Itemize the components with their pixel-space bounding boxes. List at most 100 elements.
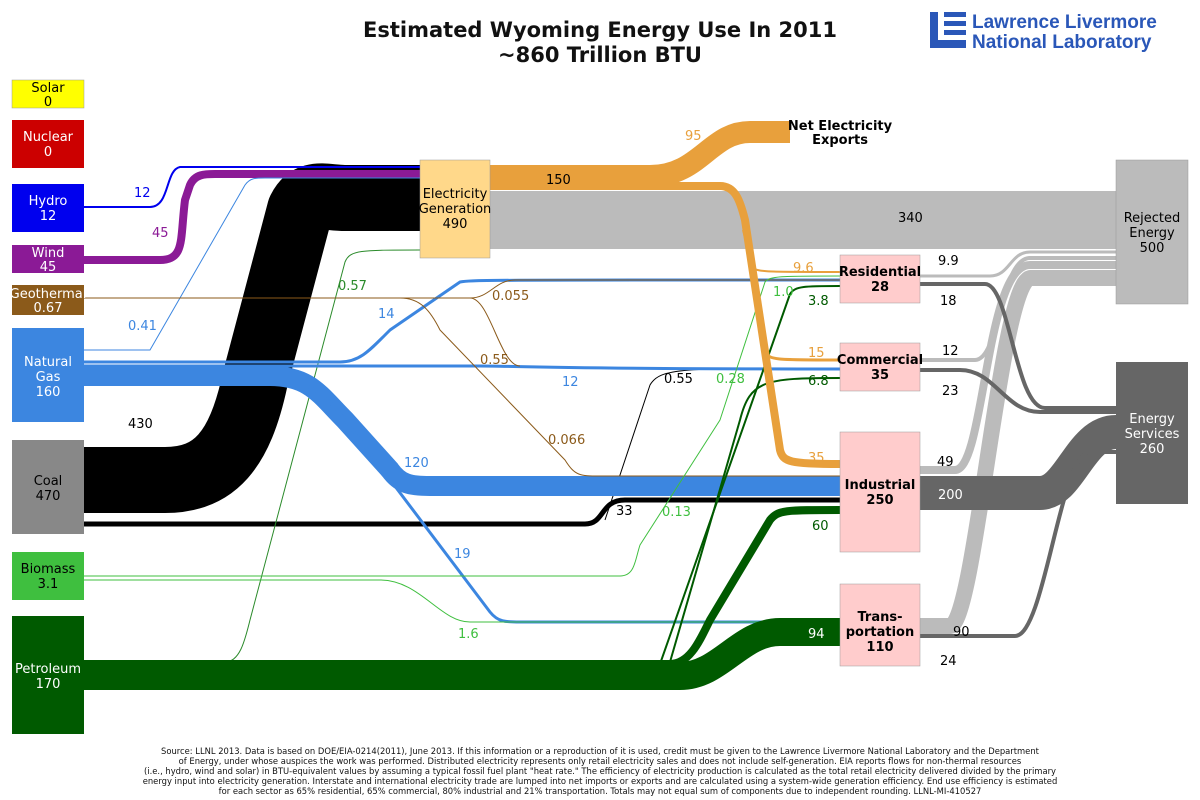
sector-value-residential: 28 <box>871 280 889 295</box>
flow-label-petroleum-electricity: 0.57 <box>338 279 367 294</box>
sector-box-residential[interactable] <box>839 254 921 304</box>
flow-label-geothermal-industrial: 0.066 <box>548 433 585 448</box>
flow-industrial-services <box>920 415 1119 510</box>
flow-electricity-exports <box>490 121 790 187</box>
flow-electricity-commercial <box>758 329 841 362</box>
sector-box-commercial[interactable] <box>839 342 921 392</box>
flow-label-wind-electricity: 45 <box>152 226 169 241</box>
flow-label-industrial-services: 200 <box>938 488 963 503</box>
flow-wind-electricity <box>84 170 420 264</box>
sector-box-transportation[interactable] <box>839 583 921 667</box>
flow-label-petroleum-commercial: 6.8 <box>808 374 829 389</box>
source-box-wind[interactable] <box>12 245 84 273</box>
flow-label-petroleum-industrial: 60 <box>812 519 829 534</box>
flow-label-electricity-commercial: 15 <box>808 346 825 361</box>
source-box-biomass[interactable] <box>12 552 84 600</box>
flow-label-gas-industrial: 120 <box>404 456 429 471</box>
flow-label-electricity-rejected: 340 <box>898 211 923 226</box>
sector-label-industrial: Industrial <box>845 478 916 493</box>
sectors: Residential 28 Commercial 35 Industrial … <box>837 254 923 667</box>
flow-label-coal-industrial: 33 <box>616 504 633 519</box>
rejected-energy-box[interactable] <box>1115 159 1189 305</box>
source-label-gas-line1: Natural <box>24 355 72 370</box>
logo-line-2: National Laboratory <box>972 32 1152 53</box>
electricity-value: 490 <box>443 217 468 232</box>
flow-label-electricity-sectors: 150 <box>546 173 571 188</box>
flow-labels: 12 45 430 0.41 0.57 95 150 340 9.6 15 35… <box>128 129 970 669</box>
flow-label-commercial-rejected: 12 <box>942 344 959 359</box>
source-box-nuclear[interactable] <box>12 120 84 168</box>
flow-label-residential-services: 18 <box>940 294 957 309</box>
flow-petroleum-residential <box>659 285 841 665</box>
flow-label-geothermal-residential: 0.055 <box>492 289 529 304</box>
flow-label-electricity-residential: 9.6 <box>793 261 814 276</box>
flow-gas-electricity <box>84 177 420 351</box>
flow-label-biomass-residential-2: 1.0 <box>773 285 794 300</box>
source-box-hydro[interactable] <box>12 184 84 232</box>
source-box-coal[interactable] <box>12 440 84 534</box>
flow-label-petroleum-residential: 3.8 <box>808 294 829 309</box>
sources: Solar 0 Nuclear 0 Hydro 12 Wind 45 Geoth… <box>10 79 87 734</box>
sector-box-industrial[interactable] <box>839 431 921 553</box>
flow-geothermal-commercial <box>469 297 521 367</box>
flow-petroleum-industrial <box>84 506 841 668</box>
flow-label-residential-rejected: 9.9 <box>938 254 959 269</box>
flow-label-biomass-transportation: 1.6 <box>458 627 479 642</box>
flow-petroleum-electricity <box>84 249 421 663</box>
source-label-coal: Coal <box>34 474 63 489</box>
flow-label-commercial-services: 23 <box>942 384 959 399</box>
source-value-solar: 0 <box>44 95 52 110</box>
flow-label-coal-electricity: 430 <box>128 417 153 432</box>
rejected-label-line1: Rejected <box>1124 211 1181 226</box>
source-box-gas[interactable] <box>12 328 84 422</box>
llnl-logo-mark-icon <box>930 12 966 48</box>
source-label-biomass: Biomass <box>21 562 76 577</box>
flow-coal-electricity <box>84 163 420 513</box>
electricity-generation-box[interactable] <box>419 159 491 259</box>
flow-biomass-industrial <box>84 275 841 577</box>
flow-label-industrial-rejected: 49 <box>937 455 954 470</box>
source-box-solar[interactable] <box>11 79 85 109</box>
services-label-line2: Services <box>1125 427 1180 442</box>
llnl-logo: Lawrence Livermore National Laboratory <box>930 12 1157 53</box>
flow-biomass-transportation <box>84 579 840 623</box>
sector-label-transportation-line1: Trans- <box>857 610 902 625</box>
flow-petroleum-commercial <box>669 377 841 663</box>
page-title: Estimated Wyoming Energy Use In 2011 <box>363 18 837 42</box>
flow-label-petroleum-transportation: 94 <box>808 627 825 642</box>
flow-residential-services <box>920 282 1116 410</box>
flow-residential-rejected <box>920 250 1116 278</box>
sector-label-residential: Residential <box>839 265 921 280</box>
flow-coal-industrial <box>84 497 840 527</box>
source-label-geothermal: Geothermal <box>10 287 87 302</box>
energy-services-box[interactable] <box>1116 362 1188 504</box>
source-box-geothermal[interactable] <box>12 285 84 315</box>
sector-value-commercial: 35 <box>871 368 889 383</box>
source-label-wind: Wind <box>32 246 65 261</box>
source-value-nuclear: 0 <box>44 145 52 160</box>
flow-gas-residential <box>84 278 841 364</box>
flow-commercial-services <box>920 368 1116 414</box>
flow-label-gas-commercial: 12 <box>562 375 579 390</box>
services-value: 260 <box>1140 442 1165 457</box>
footnote-line-2: of Energy, under whose auspices the work… <box>179 756 1022 766</box>
source-box-petroleum[interactable] <box>12 616 84 734</box>
footnote-line-4: energy input into electricity generation… <box>143 776 1058 786</box>
flow-label-electricity-exports: 95 <box>685 129 702 144</box>
services-label-line1: Energy <box>1129 412 1175 427</box>
logo-line-1: Lawrence Livermore <box>972 12 1157 33</box>
sector-value-transportation: 110 <box>866 640 893 655</box>
source-label-solar: Solar <box>31 81 65 96</box>
source-value-hydro: 12 <box>40 209 57 224</box>
exports-label-line2: Exports <box>812 133 868 148</box>
flow-industrial-rejected <box>920 261 1116 474</box>
source-label-petroleum: Petroleum <box>15 662 81 677</box>
flow-label-transportation-services: 24 <box>940 654 957 669</box>
source-value-gas: 160 <box>36 385 61 400</box>
footnote-line-1: Source: LLNL 2013. Data is based on DOE/… <box>161 746 1040 756</box>
source-value-geothermal: 0.67 <box>34 301 63 316</box>
flow-electricity-residential <box>742 229 841 273</box>
source-label-gas-line2: Gas <box>36 370 61 385</box>
footnote-line-3: (i.e., hydro, wind and solar) in BTU-equ… <box>144 766 1056 776</box>
